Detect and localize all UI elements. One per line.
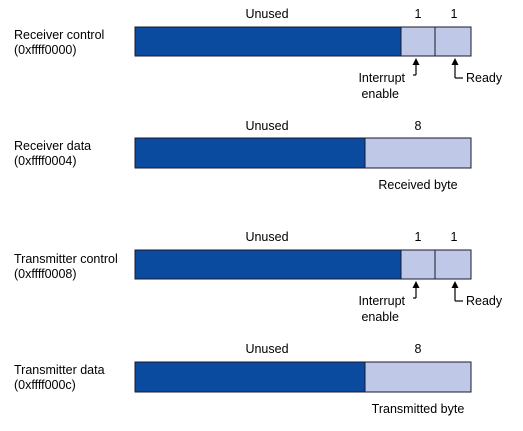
unused-field — [134, 249, 402, 280]
arrow-head — [412, 58, 420, 65]
annotation-transmitted-byte: Transmitted byte — [372, 402, 465, 416]
arrow-head — [412, 281, 420, 288]
annotation-received-byte: Received byte — [378, 178, 457, 192]
unused-label: Unused — [245, 7, 288, 21]
register-name: Receiver control — [14, 28, 104, 42]
bit-width-label: 1 — [415, 230, 422, 244]
register-name: Receiver data — [14, 139, 91, 153]
register-address: (0xffff000c) — [14, 378, 76, 392]
annotation-ready: Ready — [466, 71, 503, 85]
ready-bit — [434, 249, 472, 280]
interrupt-enable-bit — [400, 249, 436, 280]
arrow-head — [451, 58, 459, 65]
unused-field — [134, 137, 366, 169]
register-receiver-data: Receiver data (0xffff0004) Unused 8 Rece… — [14, 119, 472, 192]
interrupt-enable-bit — [400, 26, 436, 57]
unused-label: Unused — [245, 230, 288, 244]
arrow-head — [451, 281, 459, 288]
unused-field — [134, 361, 366, 393]
bit-width-label: 1 — [451, 7, 458, 21]
annotation-interrupt: Interrupt — [358, 71, 405, 85]
register-transmitter-control: Transmitter control (0xffff0008) Unused … — [14, 230, 503, 324]
unused-label: Unused — [245, 342, 288, 356]
annotation-enable: enable — [361, 87, 399, 101]
register-transmitter-data: Transmitter data (0xffff000c) Unused 8 T… — [14, 342, 472, 416]
register-name: Transmitter data — [14, 363, 105, 377]
register-address: (0xffff0004) — [14, 154, 77, 168]
ready-bit — [434, 26, 472, 57]
unused-label: Unused — [245, 119, 288, 133]
register-receiver-control: Receiver control (0xffff0000) Unused 1 1… — [14, 7, 503, 101]
annotation-enable: enable — [361, 310, 399, 324]
register-address: (0xffff0000) — [14, 43, 77, 57]
bit-width-label: 8 — [415, 342, 422, 356]
bit-width-label: 8 — [415, 119, 422, 133]
annotation-ready: Ready — [466, 294, 503, 308]
bit-width-label: 1 — [415, 7, 422, 21]
register-name: Transmitter control — [14, 252, 118, 266]
bit-width-label: 1 — [451, 230, 458, 244]
data-byte-field — [364, 137, 472, 169]
register-address: (0xffff0008) — [14, 267, 77, 281]
unused-field — [134, 26, 402, 57]
data-byte-field — [364, 361, 472, 393]
annotation-interrupt: Interrupt — [358, 294, 405, 308]
